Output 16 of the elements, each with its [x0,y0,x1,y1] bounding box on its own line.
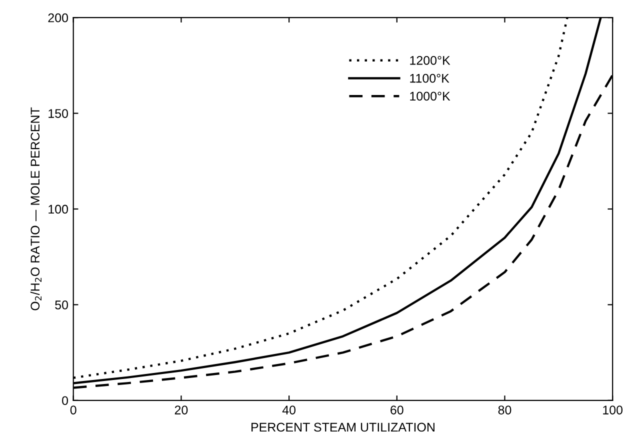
y-tick-label: 200 [48,13,68,22]
x-tick-label: 40 [282,406,296,414]
legend-label: 1200°K [410,56,450,65]
y-axis-title: O$_{2}$/H$_{2}$O RATIO — MOLE PERCENT [30,107,42,310]
y-tick-label: 50 [55,300,68,310]
x-tick-label: 0 [70,406,76,414]
y-tick-label: 0 [62,396,68,406]
x-axis-title: PERCENT STEAM UTILIZATION [252,422,434,432]
x-tick-label: 80 [498,406,512,414]
legend-label: 1000°K [410,92,450,101]
legend-label: 1100°K [410,74,450,83]
x-tick-label: 20 [174,406,188,414]
y-tick-label: 150 [48,109,68,118]
x-tick-label: 100 [603,406,623,414]
x-tick-label: 60 [390,406,404,414]
y-tick-label: 100 [48,204,68,214]
